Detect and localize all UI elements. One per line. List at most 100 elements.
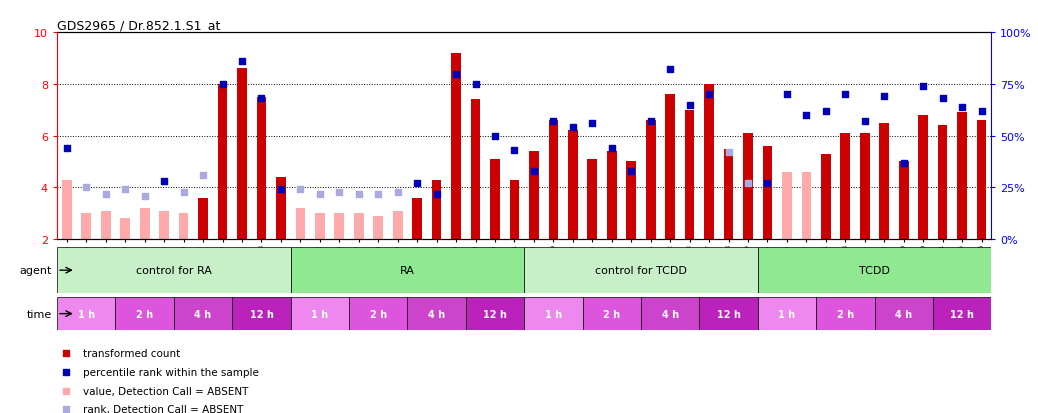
Text: 12 h: 12 h xyxy=(716,309,740,319)
Bar xyxy=(179,214,189,240)
Point xyxy=(409,180,426,187)
Text: control for RA: control for RA xyxy=(136,266,212,275)
Bar xyxy=(218,85,227,240)
Bar xyxy=(957,113,967,240)
Bar xyxy=(977,121,986,240)
Bar xyxy=(233,297,291,330)
Text: TCDD: TCDD xyxy=(859,266,890,275)
Bar xyxy=(140,209,149,240)
Point xyxy=(701,92,717,98)
Point xyxy=(467,81,484,88)
Bar xyxy=(291,297,349,330)
Bar xyxy=(700,297,758,330)
Text: 2 h: 2 h xyxy=(603,309,621,319)
Point xyxy=(876,94,893,100)
Point xyxy=(175,189,192,195)
Bar xyxy=(237,69,247,240)
Text: value, Detection Call = ABSENT: value, Detection Call = ABSENT xyxy=(83,386,249,396)
Point xyxy=(603,145,620,152)
Bar xyxy=(256,97,267,240)
Bar xyxy=(159,211,169,240)
Point xyxy=(525,168,542,175)
Bar xyxy=(723,149,734,240)
Point xyxy=(136,193,153,199)
Bar xyxy=(101,211,111,240)
Text: 4 h: 4 h xyxy=(428,309,445,319)
Bar xyxy=(646,121,656,240)
Point xyxy=(623,168,639,175)
Text: percentile rank within the sample: percentile rank within the sample xyxy=(83,367,260,377)
Point xyxy=(837,92,853,98)
Bar xyxy=(198,198,208,240)
Bar xyxy=(919,116,928,240)
Point xyxy=(778,92,795,98)
Point xyxy=(447,71,464,78)
Text: 4 h: 4 h xyxy=(661,309,679,319)
Bar xyxy=(874,297,933,330)
Point xyxy=(545,119,562,125)
Text: 1 h: 1 h xyxy=(778,309,795,319)
Bar xyxy=(607,152,617,240)
Point xyxy=(720,150,737,156)
Bar xyxy=(120,219,130,240)
Bar xyxy=(115,297,174,330)
Bar xyxy=(412,198,422,240)
Point xyxy=(856,119,873,125)
Point xyxy=(740,180,757,187)
Point xyxy=(896,160,912,166)
Bar xyxy=(665,95,675,240)
Bar xyxy=(62,180,72,240)
Bar xyxy=(841,134,850,240)
Text: transformed count: transformed count xyxy=(83,349,181,358)
Text: 1 h: 1 h xyxy=(311,309,328,319)
Bar xyxy=(524,297,582,330)
Point xyxy=(818,108,835,115)
Bar xyxy=(315,214,325,240)
Bar xyxy=(933,297,991,330)
Bar xyxy=(879,123,890,240)
Point xyxy=(429,191,445,197)
Bar xyxy=(466,297,524,330)
Point xyxy=(954,104,971,111)
Bar xyxy=(334,214,345,240)
Bar xyxy=(510,180,519,240)
Point xyxy=(311,191,328,197)
Point xyxy=(601,170,618,176)
Bar xyxy=(392,211,403,240)
Text: RA: RA xyxy=(400,266,415,275)
Bar xyxy=(349,297,407,330)
Text: rank, Detection Call = ABSENT: rank, Detection Call = ABSENT xyxy=(83,404,244,413)
Point xyxy=(98,191,114,197)
Bar xyxy=(763,147,772,240)
Point xyxy=(798,112,815,119)
Point xyxy=(565,125,581,131)
Point xyxy=(331,189,348,195)
Bar xyxy=(374,216,383,240)
Text: 2 h: 2 h xyxy=(136,309,154,319)
Point xyxy=(117,187,134,193)
Bar xyxy=(452,54,461,240)
Point xyxy=(643,119,659,125)
Bar xyxy=(743,134,753,240)
Bar xyxy=(685,111,694,240)
Point xyxy=(601,1,618,7)
Bar xyxy=(704,85,714,240)
Bar xyxy=(758,297,816,330)
Point xyxy=(214,81,230,88)
Text: 2 h: 2 h xyxy=(370,309,387,319)
Point xyxy=(934,96,951,102)
Text: 4 h: 4 h xyxy=(194,309,212,319)
Point xyxy=(292,187,308,193)
Bar xyxy=(859,134,870,240)
Point xyxy=(681,102,698,109)
Text: GDS2965 / Dr.852.1.S1_at: GDS2965 / Dr.852.1.S1_at xyxy=(57,19,220,32)
Text: time: time xyxy=(27,309,52,319)
Bar xyxy=(626,162,636,240)
Point xyxy=(507,147,523,154)
Text: 12 h: 12 h xyxy=(483,309,507,319)
Text: agent: agent xyxy=(20,266,52,275)
Point xyxy=(253,96,270,102)
Text: control for TCDD: control for TCDD xyxy=(595,266,687,275)
Bar xyxy=(816,297,874,330)
Bar xyxy=(354,214,363,240)
